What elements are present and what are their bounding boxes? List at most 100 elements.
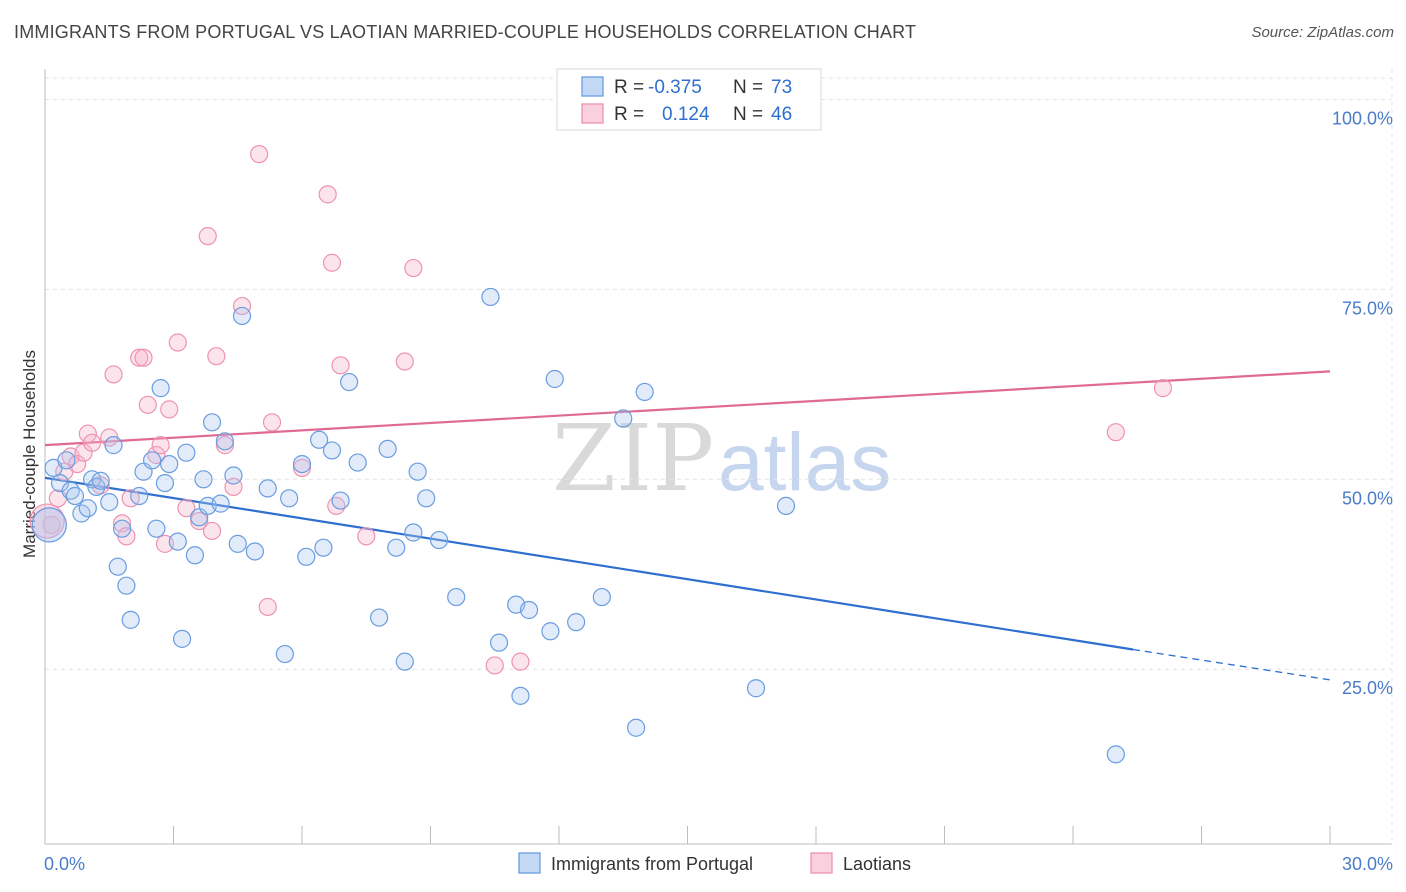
portugal-point <box>429 530 449 550</box>
portugal-point <box>626 718 646 737</box>
laotians-point <box>104 365 123 384</box>
laotians-point <box>232 296 252 316</box>
portugal-point <box>65 486 85 506</box>
portugal-point <box>395 652 414 671</box>
bottom-legend-swatch-portugal <box>518 852 541 874</box>
laotians-point <box>29 503 65 539</box>
axes <box>44 69 1392 845</box>
laotians-point <box>1153 379 1173 398</box>
legend-n-value-laotians: 46 <box>771 104 792 125</box>
portugal-point <box>160 454 179 474</box>
legend-n-value-portugal: 73 <box>771 77 792 98</box>
laotians-point <box>198 227 217 246</box>
portugal-point <box>224 466 243 485</box>
laotians-point <box>134 348 153 367</box>
portugal-point <box>635 382 654 402</box>
portugal-point <box>232 306 252 326</box>
laotians-points <box>29 144 1173 675</box>
portugal-points <box>31 287 1125 764</box>
portugal-point <box>78 499 97 518</box>
laotians-point <box>395 352 414 371</box>
portugal-point <box>776 496 796 515</box>
portugal-point <box>117 576 136 595</box>
portugal-point <box>275 644 294 664</box>
portugal-point <box>130 486 149 506</box>
portugal-point <box>104 436 123 455</box>
laotians-point <box>258 597 277 617</box>
portugal-point <box>194 470 213 489</box>
laotians-point <box>83 433 102 452</box>
trend-line-portugal <box>44 476 1134 651</box>
portugal-point <box>155 473 175 493</box>
portugal-point <box>746 679 766 698</box>
laotians-point <box>292 458 312 477</box>
laotians-point <box>511 652 530 671</box>
portugal-point <box>112 519 132 538</box>
bottom-legend-label-portugal: Immigrants from Portugal <box>551 854 753 874</box>
watermark-atlas: atlas <box>718 417 891 508</box>
y-tick-label-50: 50.0% <box>1342 488 1393 508</box>
portugal-point <box>177 443 196 462</box>
portugal-point <box>567 613 586 632</box>
portugal-point <box>100 492 119 512</box>
laotians-point <box>331 356 350 375</box>
portugal-point <box>185 546 205 565</box>
portugal-point <box>378 439 397 459</box>
portugal-point <box>292 454 312 474</box>
portugal-point <box>511 686 530 705</box>
watermark: ZIP atlas <box>552 405 891 512</box>
portugal-point <box>592 587 611 607</box>
portugal-point <box>151 379 170 398</box>
portugal-point <box>417 489 436 508</box>
portugal-point <box>50 473 70 493</box>
laotians-point <box>215 436 234 455</box>
laotians-point <box>168 333 187 352</box>
portugal-point <box>340 372 359 392</box>
legend-r-value-portugal: -0.375 <box>648 77 702 98</box>
laotians-point <box>160 400 179 419</box>
portugal-point <box>489 633 509 652</box>
portugal-point <box>348 453 367 472</box>
trend-lines <box>44 370 1331 681</box>
laotians-point <box>202 521 222 541</box>
legend-r-value-laotians: 0.124 <box>662 104 710 125</box>
portugal-point <box>280 489 299 508</box>
laotians-point <box>42 515 61 534</box>
portugal-point <box>121 610 140 629</box>
laotians-point <box>78 424 97 443</box>
laotians-point <box>138 395 157 414</box>
trend-line-laotians <box>44 370 1331 447</box>
portugal-point <box>172 629 192 648</box>
legend-r-label-laotians: R = <box>614 104 644 125</box>
portugal-point <box>310 430 329 449</box>
portugal-point <box>258 479 277 498</box>
laotians-point <box>404 258 423 278</box>
portugal-point <box>408 462 427 481</box>
portugal-point <box>614 409 633 428</box>
watermark-zip: ZIP <box>552 405 714 512</box>
legend-swatch-portugal <box>581 76 604 97</box>
portugal-point <box>387 538 406 557</box>
portugal-point <box>245 542 264 561</box>
portugal-point <box>370 608 389 627</box>
portugal-point <box>519 600 539 620</box>
trend-line-portugal-extension <box>1132 648 1331 681</box>
laotians-point <box>151 436 170 455</box>
x-tick-label-max: 30.0% <box>1342 854 1393 874</box>
legend-box: R = -0.375 N = 73 R = 0.124 N = 46 <box>556 68 822 131</box>
portugal-point <box>142 451 162 470</box>
portugal-point <box>215 432 234 451</box>
laotians-point <box>262 413 282 432</box>
portugal-point <box>297 547 316 566</box>
portugal-point <box>168 532 187 551</box>
portugal-point <box>314 538 333 557</box>
laotians-point <box>177 499 196 518</box>
source-credit: Source: ZipAtlas.com <box>1251 24 1394 41</box>
portugal-point <box>211 494 230 513</box>
y-tick-label-25: 25.0% <box>1342 678 1393 698</box>
laotians-point <box>250 144 269 164</box>
legend-swatch-laotians <box>581 103 604 124</box>
legend-n-label-portugal: N = <box>733 77 763 98</box>
chart-title: IMMIGRANTS FROM PORTUGAL VS LAOTIAN MARR… <box>14 22 917 42</box>
